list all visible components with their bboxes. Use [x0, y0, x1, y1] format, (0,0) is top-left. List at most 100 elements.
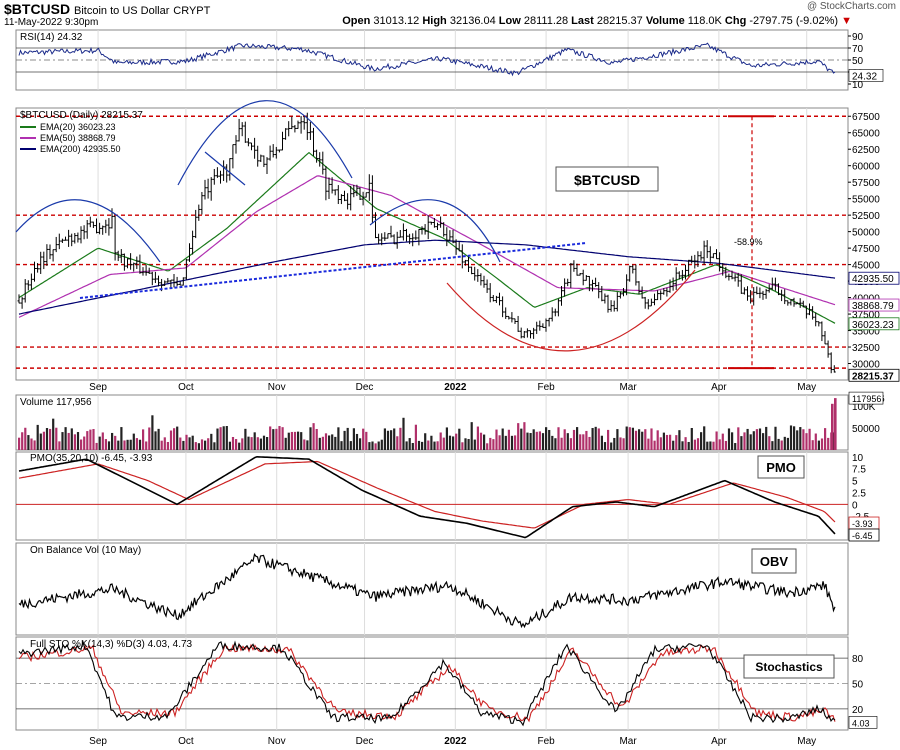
volume-bar [200, 439, 204, 450]
volume-bar [662, 432, 665, 450]
volume-bar [83, 436, 86, 450]
volume-bar [638, 429, 641, 450]
volume-bar [789, 425, 793, 450]
price-value-box [848, 298, 900, 312]
volume-bar [324, 433, 328, 450]
volume-bar [309, 427, 312, 450]
volume-bar [216, 428, 219, 450]
volume-bar [290, 431, 293, 450]
volume-bar [340, 441, 343, 450]
symbol-title[interactable]: $BTCUSD [4, 1, 71, 17]
volume-bar [42, 431, 45, 450]
volume-bar [824, 428, 827, 450]
volume-bar [80, 439, 83, 450]
volume-bar [259, 438, 262, 450]
volume-bar [247, 436, 250, 450]
month-label: May [797, 736, 816, 747]
volume-bar [95, 442, 98, 450]
volume-bar [148, 427, 151, 450]
symbol-description: Bitcoin to US Dollar [74, 5, 170, 17]
volume-bar [182, 440, 185, 450]
volume-bar [225, 426, 228, 450]
volume-bar [610, 442, 613, 450]
volume-bar [715, 431, 718, 450]
pmo-value-label: -6.45 [852, 531, 873, 541]
volume-bar [154, 431, 157, 450]
month-label: Sep [89, 736, 107, 747]
volume-bar [659, 437, 662, 450]
down-arrow-icon: ▼ [841, 15, 852, 27]
volume-bar [151, 415, 154, 450]
price-tick-label: 52500 [852, 211, 880, 222]
volume-bar [678, 430, 681, 450]
volume-bar [579, 434, 582, 450]
volume-bar [383, 428, 386, 450]
volume-bar [343, 430, 346, 450]
volume-bar [120, 427, 123, 450]
volume-bar [194, 442, 197, 450]
volume-bar [306, 440, 309, 450]
price-tick-label: 37500 [852, 310, 880, 321]
volume-bar [114, 435, 117, 450]
volume-bar [510, 435, 514, 450]
volume-bar [706, 441, 709, 450]
volume-bar [231, 436, 235, 450]
month-label: 2022 [444, 736, 467, 747]
exchange-label: CRYPT [173, 5, 211, 17]
volume-bar [585, 430, 588, 450]
volume-bar [417, 440, 421, 450]
volume-bar [362, 428, 365, 450]
volume-bar [300, 432, 303, 450]
volume-bar [802, 429, 805, 450]
volume-bar [774, 426, 777, 450]
chart-header: $BTCUSD Bitcoin to US Dollar CRYPT 11-Ma… [0, 0, 900, 30]
price-value-box [848, 271, 900, 285]
volume-bar [834, 398, 837, 450]
volume-bar [179, 437, 182, 450]
volume-bar [185, 434, 188, 450]
price-panel: 67500 65000 62500 60000 57500 55000 52500 50000… [15, 100, 900, 382]
volume-bar [297, 431, 300, 450]
volume-bar [399, 427, 402, 450]
volume-bar [250, 437, 253, 450]
volume-bar [501, 428, 504, 450]
volume-bar [817, 440, 820, 450]
volume-bar [529, 433, 532, 450]
volume-bar [21, 432, 24, 450]
volume-bar [157, 428, 160, 450]
volume-tick-label: 100K [852, 402, 876, 413]
pmo-tick-label: 0 [852, 500, 858, 511]
volume-bar [235, 439, 238, 450]
volume-bar [690, 428, 693, 450]
volume-bar [39, 433, 42, 450]
symbol-label: $BTCUSD [574, 172, 640, 188]
month-label: Sep [89, 382, 107, 393]
volume-bar [597, 428, 600, 450]
volume-bar [628, 427, 631, 450]
volume-bar [551, 435, 554, 450]
volume-bar [569, 438, 572, 450]
pmo-label: PMO [766, 460, 796, 475]
volume-bar [619, 437, 622, 450]
volume-bar [591, 428, 594, 450]
price-tick-label: 62500 [852, 145, 880, 156]
volume-bar [262, 435, 266, 450]
price-tick-label: 47500 [852, 244, 880, 255]
volume-bar [721, 433, 724, 450]
month-label: Mar [619, 382, 637, 393]
volume-bar [436, 441, 439, 450]
volume-bar [560, 437, 563, 450]
volume-bar [328, 435, 331, 450]
volume-bar [169, 430, 173, 450]
month-label: Apr [711, 736, 727, 747]
volume-bar [758, 428, 762, 450]
volume-bar [498, 435, 501, 450]
last-label: Last [571, 15, 594, 27]
month-label: Dec [356, 736, 374, 747]
volume-bar [173, 428, 176, 450]
obv-panel: OBV On Balance Vol (10 May) [15, 542, 849, 636]
volume-bar [349, 441, 352, 450]
price-tick-label: 60000 [852, 162, 880, 173]
volume-bar [76, 432, 80, 450]
